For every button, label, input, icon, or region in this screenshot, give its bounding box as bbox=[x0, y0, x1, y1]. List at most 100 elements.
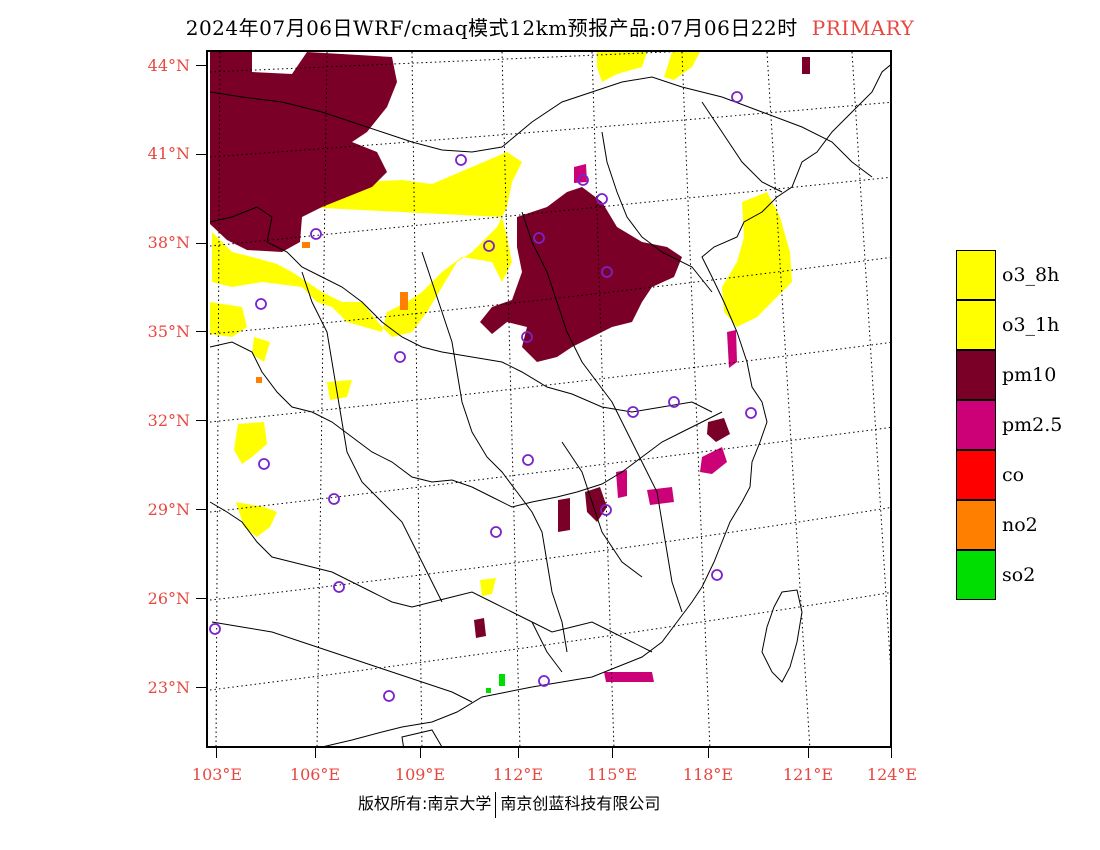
legend-label: o3_8h bbox=[1002, 264, 1060, 286]
legend-label: co bbox=[1002, 464, 1025, 486]
map-title-tag: PRIMARY bbox=[811, 16, 915, 40]
border-1 bbox=[209, 76, 873, 178]
legend-swatch bbox=[956, 250, 996, 300]
legend-swatch bbox=[956, 450, 996, 500]
lat-tick bbox=[196, 154, 206, 155]
lat-tick bbox=[196, 598, 206, 599]
border-5 bbox=[301, 271, 443, 603]
lon-tick bbox=[808, 748, 809, 758]
lon-label-112: 112°E bbox=[492, 765, 544, 784]
station-marker bbox=[577, 174, 589, 186]
lat-tick bbox=[196, 331, 206, 332]
copyright-left: 版权所有:南京大学 bbox=[358, 794, 492, 813]
lat-tick bbox=[196, 687, 206, 688]
lon-label-109: 109°E bbox=[394, 765, 446, 784]
pollutant-map bbox=[209, 52, 890, 746]
border-7 bbox=[521, 211, 683, 613]
footer-divider bbox=[495, 791, 497, 818]
legend-item-pm25: pm2.5 bbox=[956, 400, 1096, 450]
pm25-zones bbox=[574, 164, 737, 682]
lon-label-106: 106°E bbox=[289, 765, 341, 784]
border-8 bbox=[601, 131, 713, 293]
lat-tick bbox=[196, 509, 206, 510]
o3-zones bbox=[210, 52, 792, 596]
legend-label: pm2.5 bbox=[1002, 414, 1063, 436]
pm25-zone-3 bbox=[616, 470, 627, 498]
map-title: 2024年07月06日WRF/cmaq模式12km预报产品:07月06日22时 P… bbox=[0, 12, 1100, 41]
lon-tick bbox=[518, 748, 519, 758]
lon-tick bbox=[216, 748, 217, 758]
lat-label-32: 32°N bbox=[147, 411, 190, 430]
station-marker bbox=[600, 504, 612, 516]
o3-zone-north-band bbox=[212, 152, 522, 337]
station-marker bbox=[255, 298, 267, 310]
station-marker bbox=[522, 454, 534, 466]
station-marker bbox=[310, 228, 322, 240]
o3-zone-top-1 bbox=[597, 52, 647, 82]
pm10-zone-hainan-edge bbox=[474, 618, 486, 638]
pm25-zone-1 bbox=[727, 330, 737, 368]
station-marker bbox=[490, 526, 502, 538]
border-10 bbox=[701, 101, 783, 193]
legend-label: o3_1h bbox=[1002, 314, 1060, 336]
lat-tick bbox=[196, 243, 206, 244]
pm10-zone-south-2 bbox=[558, 498, 570, 532]
no2-zones bbox=[256, 242, 408, 383]
legend-item-pm10: pm10 bbox=[956, 350, 1096, 400]
lat-label-38: 38°N bbox=[147, 233, 190, 252]
lat-label-44: 44°N bbox=[147, 56, 190, 75]
stations bbox=[209, 91, 757, 702]
o3-zone-west bbox=[210, 302, 247, 337]
so2-zones bbox=[486, 674, 505, 693]
o3-zone-mid-1 bbox=[252, 337, 270, 362]
copyright-footer: 版权所有:南京大学 南京创蓝科技有限公司 bbox=[358, 790, 660, 818]
pm25-zone-5 bbox=[604, 672, 654, 682]
lat-label-29: 29°N bbox=[147, 500, 190, 519]
legend-label: no2 bbox=[1002, 514, 1038, 536]
o3-zone-sichuan-1 bbox=[234, 422, 267, 464]
legend-item-co: co bbox=[956, 450, 1096, 500]
legend-swatch bbox=[956, 350, 996, 400]
station-marker bbox=[627, 406, 639, 418]
lat-label-26: 26°N bbox=[147, 589, 190, 608]
so2-spot-1 bbox=[499, 674, 505, 686]
legend-swatch bbox=[956, 550, 996, 600]
lat-label-23: 23°N bbox=[147, 678, 190, 697]
no2-spot-1 bbox=[400, 292, 408, 310]
lon-label-121: 121°E bbox=[782, 765, 834, 784]
boundaries bbox=[209, 64, 890, 746]
border-6 bbox=[421, 251, 568, 653]
legend-item-no2: no2 bbox=[956, 500, 1096, 550]
station-marker bbox=[258, 458, 270, 470]
legend-item-so2: so2 bbox=[956, 550, 1096, 600]
station-marker bbox=[383, 690, 395, 702]
o3-zone-central bbox=[327, 380, 352, 400]
border-4 bbox=[209, 501, 653, 653]
legend-item-o3-8h: o3_8h bbox=[956, 250, 1096, 300]
lon-label-118: 118°E bbox=[682, 765, 734, 784]
station-marker bbox=[209, 623, 221, 635]
lat-tick bbox=[196, 420, 206, 421]
border-3 bbox=[209, 341, 723, 508]
lon-tick bbox=[708, 748, 709, 758]
legend-item-o3-1h: o3_1h bbox=[956, 300, 1096, 350]
no2-spot-3 bbox=[256, 377, 262, 383]
o3-zone-east-coast bbox=[722, 192, 792, 327]
station-marker bbox=[668, 396, 680, 408]
lon-tick bbox=[315, 748, 316, 758]
legend-swatch bbox=[956, 300, 996, 350]
pm10-zone-top-right bbox=[802, 57, 810, 74]
station-marker bbox=[333, 581, 345, 593]
copyright-right: 南京创蓝科技有限公司 bbox=[500, 794, 661, 813]
lon-label-124: 124°E bbox=[866, 765, 918, 784]
map-panel bbox=[206, 50, 892, 748]
taiwan-outline bbox=[761, 589, 803, 683]
pm25-zone-4 bbox=[647, 487, 674, 505]
map-title-main: 2024年07月06日WRF/cmaq模式12km预报产品:07月06日22时 bbox=[185, 16, 798, 40]
pm25-zone-2 bbox=[700, 447, 727, 474]
pm10-zones bbox=[210, 52, 810, 638]
station-marker bbox=[521, 331, 533, 343]
station-marker bbox=[745, 407, 757, 419]
o3-zone-south bbox=[480, 578, 496, 596]
pm10-zone-yangtze bbox=[707, 418, 730, 442]
